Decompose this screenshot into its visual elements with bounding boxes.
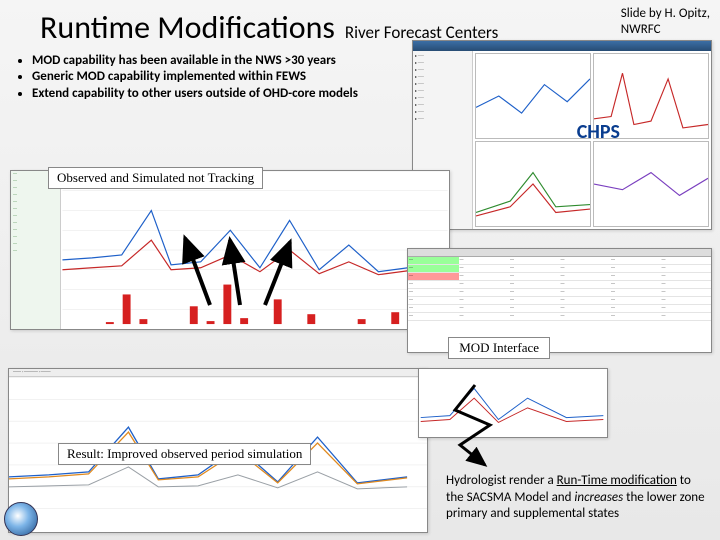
chps-panel xyxy=(593,141,709,227)
tracking-screenshot: ──────────────────────── xyxy=(10,170,450,330)
bottom-summary: Hydrologist render a Run-Time modificati… xyxy=(446,473,706,522)
credit-text: Slide by H. Opitz, NWRFC xyxy=(621,6,710,37)
mod-interface-label: MOD Interface xyxy=(448,337,550,359)
bullet-item: Extend capability to other users outside… xyxy=(32,86,370,102)
result-header: ──── · ─────── · ───── xyxy=(9,369,427,377)
chps-panel xyxy=(475,141,591,227)
mini-screenshot xyxy=(418,368,608,438)
text-em: increases xyxy=(574,490,623,505)
credit-line: Slide by H. Opitz, xyxy=(621,6,710,22)
bullet-item: MOD capability has been available in the… xyxy=(32,53,370,69)
text: Hydrologist render a xyxy=(446,473,557,488)
result-label: Result: Improved observed period simulat… xyxy=(58,443,311,465)
mod-header xyxy=(408,249,711,257)
page-title: Runtime Modifications xyxy=(40,8,335,47)
chps-titlebar xyxy=(413,41,711,51)
chps-label: CHPS xyxy=(577,120,620,144)
bullet-list: MOD capability has been available in the… xyxy=(0,51,370,110)
tracking-label: Observed and Simulated not Tracking xyxy=(48,167,263,189)
tracking-sidebar: ──────────────────────── xyxy=(11,171,61,329)
noaa-logo-icon xyxy=(4,502,38,536)
tracking-chart xyxy=(61,171,449,329)
chps-panel xyxy=(475,53,591,139)
bullet-item: Generic MOD capability implemented withi… xyxy=(32,69,370,85)
credit-line: NWRFC xyxy=(621,22,710,38)
chps-screenshot: ▸ ───▸ ───▸ ───▸ ───▸ ─── ▸ ───▸ ───▸ ──… xyxy=(412,40,712,230)
text-underline: Run-Time modification xyxy=(557,473,677,488)
